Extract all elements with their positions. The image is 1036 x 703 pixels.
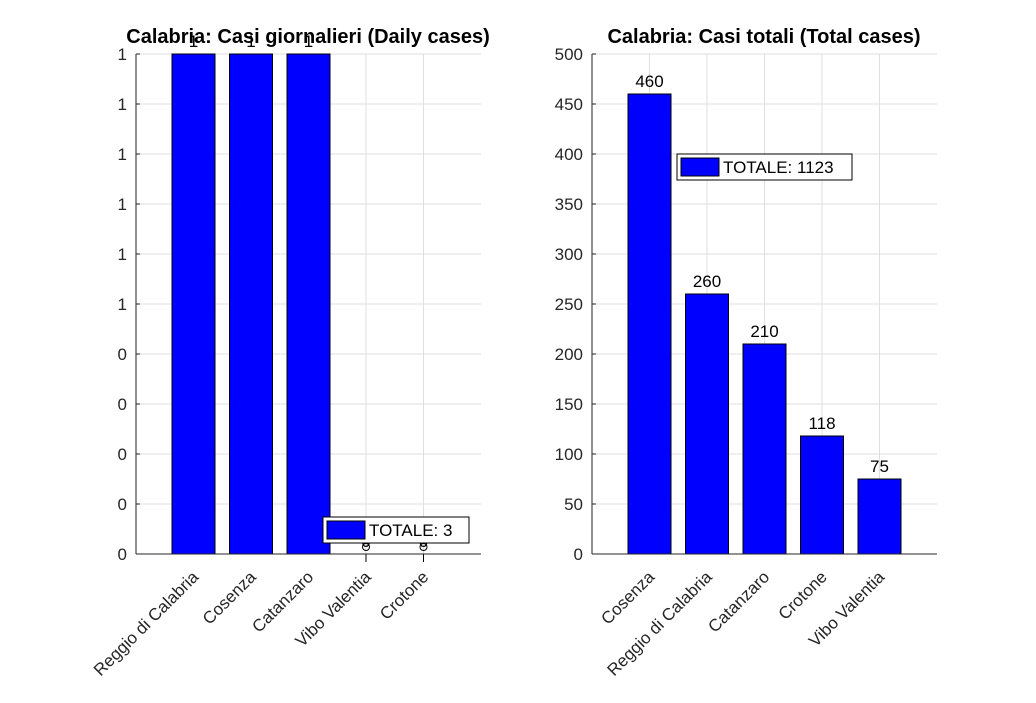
y-tick-labels: 0 0 0 0 0 1 1 1 1 1 1 [118, 45, 127, 564]
y-tick-label: 0 [118, 445, 127, 464]
data-label: 75 [870, 457, 889, 476]
y-tick-label: 0 [118, 495, 127, 514]
total-cases-chart: 0 50 100 150 200 250 300 350 400 450 500 CosenzaRe… [555, 26, 937, 680]
daily-cases-chart: 0 0 0 0 0 1 1 1 1 1 1 Reggio di CalabriaCosenzaCat… [90, 26, 490, 680]
y-tick-label: 200 [555, 345, 583, 364]
x-tick-label: Catanzaro [704, 567, 773, 636]
axes [591, 53, 937, 555]
x-tick-label: Reggio di Calabria [603, 567, 716, 680]
y-tick-label: 0 [118, 545, 127, 564]
x-tick-label: Reggio di Calabria [90, 567, 203, 680]
axes [135, 53, 481, 555]
y-tick-labels: 0 50 100 150 200 250 300 350 400 450 500 [555, 45, 583, 564]
data-label: 460 [635, 72, 663, 91]
bar [229, 53, 273, 555]
y-tick-label: 350 [555, 195, 583, 214]
y-tick-label: 1 [118, 145, 127, 164]
legend-label: TOTALE: 1123 [723, 158, 834, 177]
legend-label: TOTALE: 3 [369, 521, 452, 540]
y-tick-label: 50 [564, 495, 583, 514]
bar [857, 478, 902, 555]
bar [800, 435, 844, 555]
legend: TOTALE: 3 [322, 516, 470, 544]
y-tick-label: 100 [555, 445, 583, 464]
bar [286, 53, 331, 555]
bar [742, 343, 787, 555]
y-tick-label: 0 [118, 345, 127, 364]
y-tick-label: 1 [118, 295, 127, 314]
y-tick-label: 0 [118, 395, 127, 414]
y-tick-label: 250 [555, 295, 583, 314]
y-tick-label: 1 [118, 45, 127, 64]
data-labels: 460 260 210 118 75 [635, 72, 889, 476]
y-tick-label: 0 [574, 545, 583, 564]
y-tick-label: 1 [118, 195, 127, 214]
data-label: 1 [246, 32, 255, 51]
bar [627, 93, 672, 555]
y-tick-label: 400 [555, 145, 583, 164]
y-tick-label: 500 [555, 45, 583, 64]
y-tick-label: 1 [118, 95, 127, 114]
data-label: 1 [189, 32, 198, 51]
data-label: 260 [693, 272, 721, 291]
y-tick-label: 1 [118, 245, 127, 264]
x-tick-label: Crotone [775, 567, 831, 623]
bar [171, 53, 216, 555]
bars [627, 93, 902, 555]
legend: TOTALE: 1123 [676, 153, 853, 181]
data-label: 118 [808, 414, 835, 433]
y-tick-label: 300 [555, 245, 583, 264]
legend-swatch [680, 157, 720, 177]
bars [171, 53, 428, 562]
data-label: 210 [750, 322, 778, 341]
y-tick-label: 450 [555, 95, 583, 114]
legend-swatch [326, 520, 366, 540]
x-tick-label: Crotone [376, 567, 432, 623]
chart-title: Calabria: Casi giornalieri (Daily cases) [126, 26, 490, 48]
chart-title: Calabria: Casi totali (Total cases) [607, 26, 920, 48]
data-label: 1 [304, 32, 313, 51]
bar [685, 293, 729, 555]
y-tick-label: 150 [555, 395, 583, 414]
